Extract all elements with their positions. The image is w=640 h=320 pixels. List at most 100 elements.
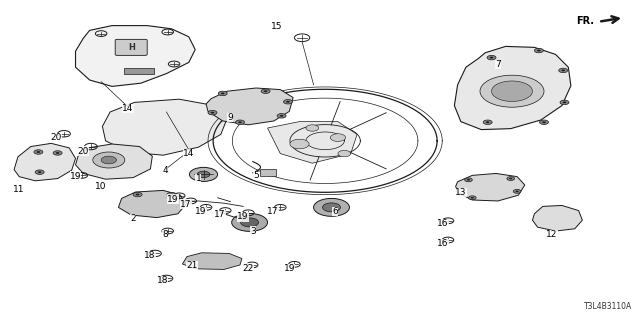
- Circle shape: [338, 150, 351, 157]
- Circle shape: [559, 68, 568, 73]
- Circle shape: [38, 171, 42, 173]
- Text: 12: 12: [546, 230, 557, 239]
- Text: 4: 4: [163, 166, 168, 175]
- Circle shape: [560, 100, 569, 105]
- Text: 16: 16: [437, 239, 449, 248]
- Polygon shape: [76, 26, 195, 86]
- Text: 5: 5: [253, 171, 259, 180]
- Circle shape: [563, 101, 566, 103]
- Text: 9: 9: [228, 113, 233, 122]
- Circle shape: [323, 203, 340, 212]
- Circle shape: [277, 114, 286, 118]
- Circle shape: [465, 178, 472, 182]
- Circle shape: [468, 196, 476, 200]
- Text: FR.: FR.: [576, 16, 594, 26]
- Text: 11: 11: [13, 185, 25, 194]
- Circle shape: [513, 189, 521, 193]
- Circle shape: [238, 121, 242, 123]
- Text: 19: 19: [167, 195, 179, 204]
- Text: 10: 10: [95, 182, 107, 191]
- Circle shape: [480, 75, 544, 107]
- Text: 19: 19: [70, 172, 81, 180]
- Circle shape: [314, 198, 349, 216]
- Circle shape: [241, 218, 259, 227]
- Circle shape: [189, 167, 218, 181]
- Text: T3L4B3110A: T3L4B3110A: [584, 302, 632, 311]
- Circle shape: [280, 115, 284, 117]
- Polygon shape: [206, 88, 293, 125]
- Circle shape: [208, 110, 217, 115]
- Text: 20: 20: [51, 133, 62, 142]
- Circle shape: [35, 170, 44, 174]
- Circle shape: [197, 171, 210, 178]
- Circle shape: [218, 91, 227, 96]
- Circle shape: [330, 134, 346, 141]
- Circle shape: [167, 192, 176, 197]
- Circle shape: [561, 69, 565, 71]
- Circle shape: [261, 89, 270, 93]
- Circle shape: [516, 191, 518, 192]
- Text: 13: 13: [455, 188, 467, 197]
- Text: 1: 1: [196, 174, 201, 183]
- Circle shape: [56, 152, 60, 154]
- Circle shape: [236, 120, 244, 124]
- Circle shape: [232, 213, 268, 231]
- Circle shape: [471, 197, 474, 198]
- Text: 16: 16: [437, 220, 449, 228]
- Polygon shape: [532, 205, 582, 231]
- Circle shape: [211, 112, 214, 114]
- Circle shape: [534, 48, 543, 53]
- Circle shape: [490, 57, 493, 59]
- Text: 17: 17: [180, 200, 191, 209]
- Polygon shape: [76, 144, 152, 179]
- Circle shape: [34, 150, 43, 154]
- Circle shape: [290, 139, 309, 149]
- Text: 21: 21: [186, 261, 198, 270]
- Polygon shape: [456, 173, 525, 201]
- Polygon shape: [14, 143, 76, 181]
- Circle shape: [136, 194, 140, 196]
- Circle shape: [284, 100, 292, 104]
- Circle shape: [467, 179, 470, 180]
- Polygon shape: [102, 99, 227, 155]
- Circle shape: [93, 152, 125, 168]
- FancyBboxPatch shape: [124, 68, 154, 74]
- Polygon shape: [182, 253, 242, 269]
- Text: 15: 15: [271, 22, 282, 31]
- Text: 19: 19: [284, 264, 295, 273]
- Circle shape: [492, 81, 532, 101]
- Text: 17: 17: [267, 207, 278, 216]
- Text: 8: 8: [163, 230, 168, 239]
- Text: 2: 2: [131, 214, 136, 223]
- Text: 17: 17: [214, 210, 226, 219]
- Polygon shape: [454, 46, 571, 130]
- Circle shape: [133, 192, 142, 197]
- Text: 19: 19: [237, 212, 249, 221]
- Text: 3: 3: [250, 227, 255, 236]
- Circle shape: [286, 101, 290, 103]
- Text: 18: 18: [144, 252, 156, 260]
- Circle shape: [537, 50, 541, 52]
- Text: 18: 18: [157, 276, 168, 285]
- FancyBboxPatch shape: [115, 39, 147, 55]
- Circle shape: [264, 90, 268, 92]
- Circle shape: [483, 120, 492, 124]
- Text: 14: 14: [183, 149, 195, 158]
- Text: 20: 20: [77, 147, 89, 156]
- Circle shape: [36, 151, 40, 153]
- Circle shape: [509, 178, 512, 179]
- Text: 7: 7: [495, 60, 500, 69]
- Text: 22: 22: [243, 264, 254, 273]
- Text: 19: 19: [195, 207, 207, 216]
- Circle shape: [221, 92, 225, 94]
- Circle shape: [53, 151, 62, 155]
- Text: 14: 14: [122, 104, 134, 113]
- Circle shape: [507, 177, 515, 180]
- Circle shape: [487, 55, 496, 60]
- Circle shape: [170, 194, 173, 196]
- Polygon shape: [118, 190, 186, 218]
- Polygon shape: [268, 122, 357, 163]
- Circle shape: [306, 125, 319, 131]
- Text: H: H: [128, 43, 134, 52]
- Circle shape: [486, 121, 490, 123]
